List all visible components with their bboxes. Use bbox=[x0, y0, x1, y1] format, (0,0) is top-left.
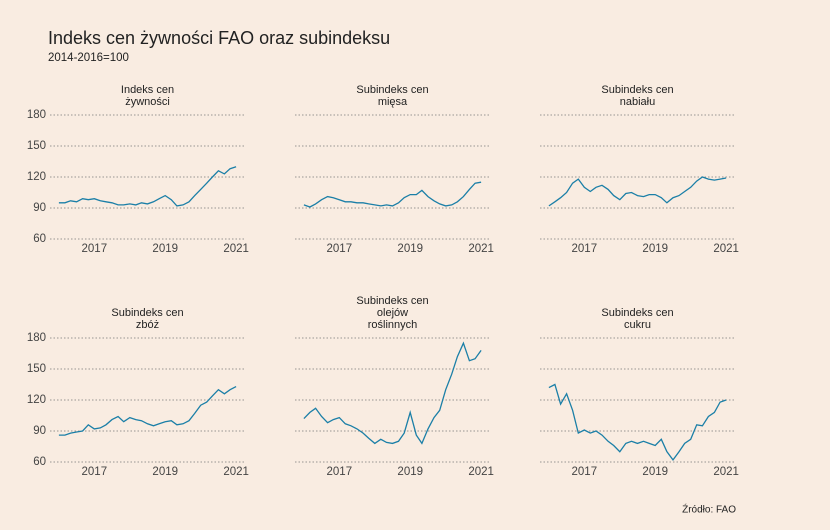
data-line bbox=[58, 166, 237, 207]
chart-title: Indeks cen żywności FAO oraz subindeksu bbox=[48, 28, 390, 48]
panel-title: olejów bbox=[377, 307, 408, 319]
data-line bbox=[548, 176, 727, 207]
panel-title: Subindeks cen bbox=[356, 84, 428, 96]
panel-title: cukru bbox=[624, 319, 651, 331]
y-tick-label: 90 bbox=[33, 202, 46, 214]
panel-title: roślinnych bbox=[368, 319, 418, 331]
y-tick-label: 150 bbox=[27, 363, 46, 375]
y-tick-label: 60 bbox=[33, 456, 46, 468]
y-tick-label: 90 bbox=[33, 425, 46, 437]
x-tick-label: 2021 bbox=[713, 243, 739, 255]
x-tick-label: 2017 bbox=[327, 243, 353, 255]
source: Źródło: FAO bbox=[682, 503, 736, 516]
x-tick-label: 2017 bbox=[82, 466, 108, 478]
x-tick-label: 2017 bbox=[82, 243, 108, 255]
y-tick-label: 180 bbox=[27, 332, 46, 344]
x-tick-label: 2017 bbox=[572, 466, 598, 478]
panel-title: mięsa bbox=[378, 96, 408, 108]
x-tick-label: 2019 bbox=[152, 243, 178, 255]
x-tick-label: 2017 bbox=[572, 243, 598, 255]
x-tick-label: 2019 bbox=[642, 243, 668, 255]
data-line bbox=[58, 386, 237, 436]
x-tick-label: 2021 bbox=[468, 243, 494, 255]
panel-title: zbóż bbox=[136, 319, 159, 331]
x-tick-label: 2021 bbox=[223, 243, 249, 255]
y-tick-label: 60 bbox=[33, 233, 46, 245]
panel-title: Subindeks cen bbox=[356, 295, 428, 307]
x-tick-label: 2021 bbox=[468, 466, 494, 478]
x-tick-label: 2017 bbox=[327, 466, 353, 478]
panel-title: Subindeks cen bbox=[111, 307, 183, 319]
y-tick-label: 120 bbox=[27, 394, 46, 406]
chart-subtitle: 2014-2016=100 bbox=[48, 52, 129, 64]
panel-title: nabiału bbox=[620, 96, 655, 108]
data-line bbox=[303, 181, 482, 208]
x-tick-label: 2019 bbox=[642, 466, 668, 478]
data-line bbox=[548, 383, 727, 461]
x-tick-label: 2019 bbox=[397, 243, 423, 255]
x-tick-label: 2019 bbox=[397, 466, 423, 478]
panel-title: Subindeks cen bbox=[601, 307, 673, 319]
x-tick-label: 2021 bbox=[713, 466, 739, 478]
y-tick-label: 180 bbox=[27, 109, 46, 121]
y-tick-label: 150 bbox=[27, 140, 46, 152]
panel-title: żywności bbox=[125, 96, 170, 108]
data-line bbox=[303, 341, 482, 445]
y-tick-label: 120 bbox=[27, 171, 46, 183]
panel-title: Subindeks cen bbox=[601, 84, 673, 96]
x-tick-label: 2019 bbox=[152, 466, 178, 478]
panel-title: Indeks cen bbox=[121, 84, 174, 96]
x-tick-label: 2021 bbox=[223, 466, 249, 478]
